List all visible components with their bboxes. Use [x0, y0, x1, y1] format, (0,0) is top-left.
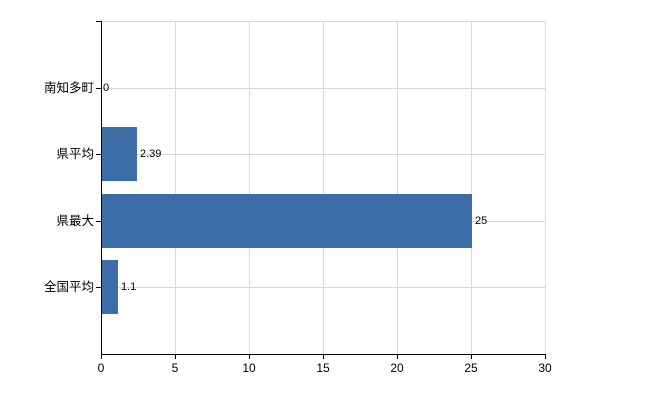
x-tick-label: 25	[464, 361, 478, 375]
category-label: 全国平均	[43, 280, 94, 294]
value-label: 1.1	[121, 281, 137, 293]
x-tick-label: 0	[97, 361, 105, 375]
bar	[102, 194, 472, 248]
value-label: 2.39	[140, 148, 162, 160]
category-label: 南知多町	[43, 81, 94, 95]
y-axis-tick	[96, 88, 101, 89]
y-axis-tick	[96, 154, 101, 155]
x-axis-tick	[323, 355, 324, 359]
x-tick-label: 20	[390, 361, 404, 375]
value-label: 25	[475, 215, 488, 227]
x-axis-tick	[471, 355, 472, 359]
x-gridline	[471, 21, 472, 354]
x-gridline	[249, 21, 250, 354]
category-label: 県平均	[56, 147, 94, 161]
x-axis-tick	[545, 355, 546, 359]
x-tick-label: 5	[171, 361, 179, 375]
x-gridline	[175, 21, 176, 354]
x-gridline	[323, 21, 324, 354]
category-gridline	[101, 154, 545, 155]
x-tick-label: 30	[538, 361, 552, 375]
category-gridline	[101, 287, 545, 288]
value-label: 0	[103, 82, 110, 94]
x-axis-tick	[101, 355, 102, 359]
x-axis-tick	[249, 355, 250, 359]
bar	[102, 260, 118, 314]
y-axis-tick	[96, 221, 101, 222]
category-label: 県最大	[56, 214, 94, 228]
category-gridline	[101, 88, 545, 89]
x-gridline	[545, 21, 546, 354]
x-tick-label: 15	[316, 361, 330, 375]
x-axis	[101, 354, 546, 355]
y-axis-tick	[96, 287, 101, 288]
x-axis-tick	[175, 355, 176, 359]
bar	[102, 127, 137, 181]
y-axis-end-tick	[96, 21, 101, 22]
x-axis-tick	[397, 355, 398, 359]
x-gridline	[397, 21, 398, 354]
x-tick-label: 10	[242, 361, 256, 375]
y-axis	[101, 21, 102, 355]
